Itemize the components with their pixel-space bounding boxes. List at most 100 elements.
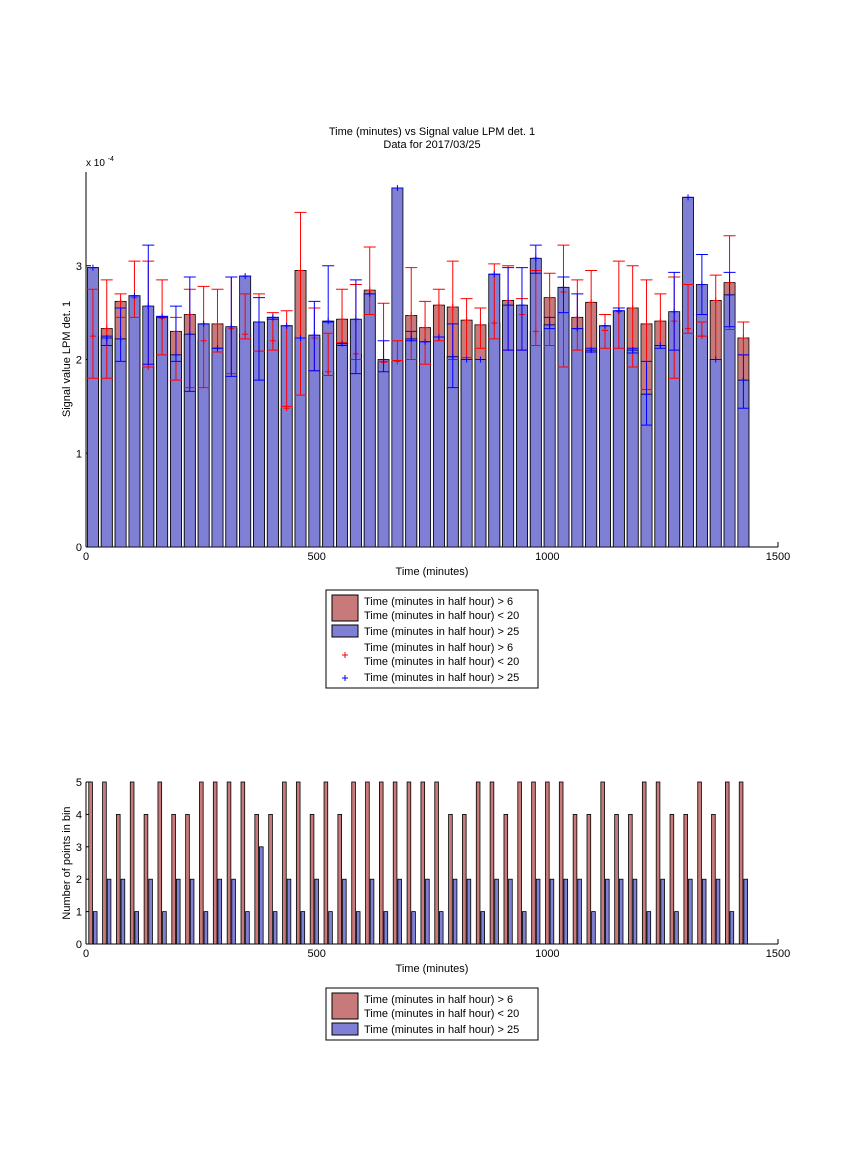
chart2-bar-red <box>503 814 509 945</box>
chart1-legend-label: Time (minutes in half hour) > 25 <box>364 672 519 684</box>
chart1-errorbar-blue <box>515 267 528 351</box>
chart2-bar-red <box>697 781 702 945</box>
chart2-bar-red <box>268 814 273 945</box>
chart1-marker-blue <box>463 356 470 363</box>
chart1-marker-blue <box>477 356 484 363</box>
chart1-marker-blue <box>712 356 719 363</box>
chart1-marker-blue <box>200 320 207 327</box>
chart1-marker-red <box>740 334 747 341</box>
chart2-x-tick-label: 500 <box>307 948 325 960</box>
chart1-bar-blue <box>266 316 279 548</box>
chart1-marker-blue <box>602 322 608 329</box>
chart1-bar-blue <box>405 338 418 548</box>
chart1-y-tick-label: 3 <box>76 261 82 273</box>
chart2-bar-red <box>572 814 578 945</box>
chart2-bar-blue <box>438 911 444 945</box>
chart1-xlabel: Time (minutes) <box>396 566 469 578</box>
chart1-marker-red <box>242 331 249 338</box>
chart1-errorbar-red <box>419 300 432 365</box>
chart1-errorbar-red <box>363 246 376 315</box>
chart1-legend-swatch <box>331 624 359 638</box>
chart1-legend-marker <box>342 675 348 681</box>
chart2-bar-red <box>545 781 550 945</box>
chart1-marker-blue <box>269 314 276 321</box>
chart2-bar-red <box>254 814 259 945</box>
chart1-marker-blue <box>380 356 387 363</box>
chart1-marker-red <box>477 321 484 328</box>
chart1-marker-blue <box>131 292 138 299</box>
chart1-exponent-power: -4 <box>108 156 114 163</box>
chart2-bar-red <box>323 781 329 945</box>
chart2-bar-red <box>365 781 370 945</box>
chart1-marker-blue <box>242 273 249 280</box>
chart1-bar-blue <box>654 345 667 548</box>
chart1-marker-red <box>394 358 401 365</box>
chart2-bar-blue <box>369 878 375 945</box>
chart2-bar-blue <box>355 911 361 945</box>
chart1-legend-swatch <box>331 594 359 622</box>
chart2-bar-red <box>199 781 204 945</box>
chart1-plot-area: 0 500 1000 1500 0 1 2 3 <box>76 172 790 563</box>
chart1-marker-blue <box>518 302 525 309</box>
chart1-errorbar-blue <box>253 297 265 381</box>
chart2-bar-red <box>448 814 453 945</box>
chart2-bar-blue <box>217 878 223 945</box>
chart1-marker-blue <box>615 307 622 314</box>
chart1-y-tick-label: 2 <box>76 355 82 367</box>
chart2-bar-blue <box>286 878 292 945</box>
chart1-exponent: x 10 -4 <box>86 156 114 169</box>
chart2-bar-blue <box>162 911 167 945</box>
chart2-bar-red <box>157 781 163 945</box>
chart1-exponent-base: x 10 <box>86 158 105 169</box>
chart2-bar-blue <box>425 878 430 945</box>
chart2-legend-box <box>325 987 539 1041</box>
chart2-bar-blue <box>231 878 236 945</box>
chart1-legend-label: Time (minutes in half hour) > 6 <box>364 642 513 654</box>
chart2-bar-red <box>88 781 93 945</box>
chart1-marker-red <box>532 328 539 335</box>
chart1-errorbar-red <box>682 284 695 334</box>
chart1-errorbar-red <box>474 307 487 349</box>
chart1-marker-red <box>491 319 498 326</box>
chart1-legend-box <box>325 589 539 689</box>
chart1-marker-blue <box>311 332 318 339</box>
chart1-marker-blue <box>325 318 332 325</box>
chart2-y-tick-label: 4 <box>76 809 82 821</box>
chart2-bar-red <box>462 814 467 945</box>
chart1-marker-blue <box>366 290 373 297</box>
chart2-bar-blue <box>189 878 195 945</box>
chart2-bar-blue <box>342 878 347 945</box>
chart1-subtitle: Data for 2017/03/25 <box>383 139 480 151</box>
chart1-errorbar-red <box>322 332 335 376</box>
chart1-legend-label: Time (minutes in half hour) > 6 <box>364 596 513 608</box>
chart1-marker-red <box>339 316 346 323</box>
chart1-marker-red <box>685 325 692 332</box>
chart2-x-tick-label: 0 <box>83 948 89 960</box>
chart1-marker-blue <box>657 342 664 349</box>
chart1-marker-blue <box>698 281 705 288</box>
chart2-bar-red <box>641 781 647 945</box>
chart2-bar-red <box>725 781 730 945</box>
chart2-bar-red <box>628 814 633 945</box>
chart2-bar-red <box>517 781 522 945</box>
chart1-errorbar-red <box>612 260 625 349</box>
chart2-bar-red <box>600 781 605 945</box>
chart1-marker-red <box>449 304 456 310</box>
chart2-bar-red <box>475 781 481 945</box>
chart2-y-tick-label: 2 <box>76 874 82 886</box>
chart2-y-tick-label: 1 <box>76 907 82 919</box>
chart1-legend-label: Time (minutes in half hour) < 20 <box>364 656 519 668</box>
chart1-marker-blue <box>394 184 401 191</box>
chart2-bar-red <box>240 781 246 945</box>
chart1-errorbar-red <box>543 272 556 346</box>
chart1-marker-blue <box>532 255 539 262</box>
chart1-marker-red <box>435 302 442 309</box>
chart1-marker-red <box>712 297 719 304</box>
chart2-bar-blue <box>674 911 679 945</box>
chart2-bar-red <box>129 781 135 945</box>
chart2-bar-red <box>171 814 176 945</box>
chart1-marker-red <box>145 364 152 370</box>
chart1-bar-blue <box>391 187 404 548</box>
chart2-bar-blue <box>660 878 665 945</box>
chart1-bar-blue <box>709 359 722 548</box>
